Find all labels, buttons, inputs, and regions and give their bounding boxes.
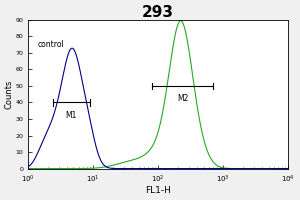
Title: 293: 293 — [142, 5, 174, 20]
Text: M1: M1 — [66, 111, 77, 120]
X-axis label: FL1-H: FL1-H — [145, 186, 171, 195]
Text: control: control — [38, 40, 64, 49]
Y-axis label: Counts: Counts — [5, 80, 14, 109]
Text: M2: M2 — [177, 94, 188, 103]
